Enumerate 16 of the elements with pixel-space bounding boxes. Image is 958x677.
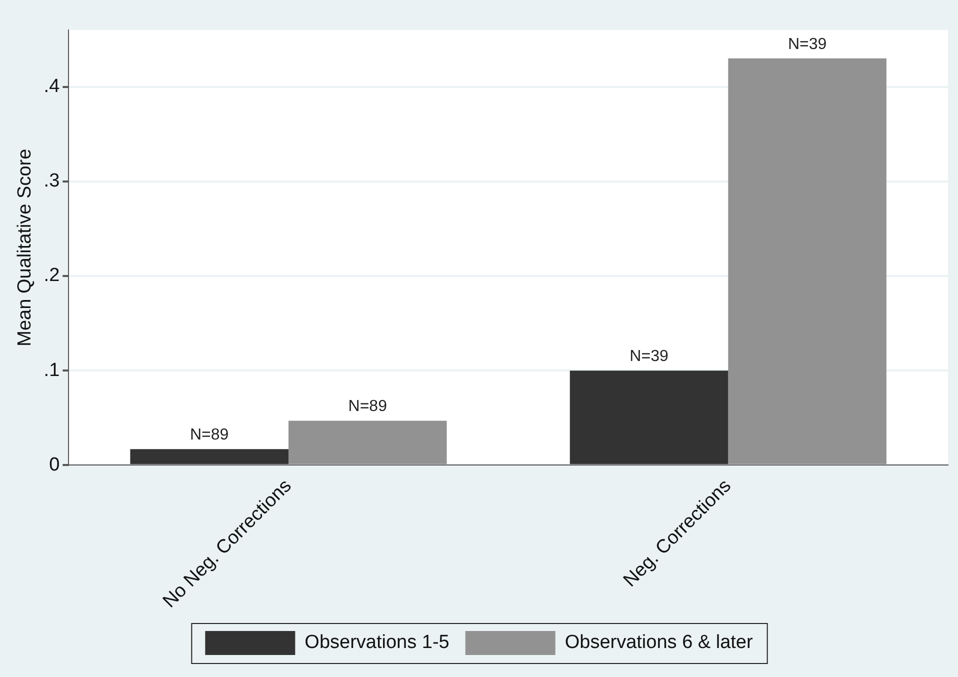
bar <box>728 58 886 464</box>
annotation: N=39 <box>630 348 668 365</box>
legend-label: Observations 1-5 <box>304 632 450 654</box>
y-tick-label: .1 <box>44 360 60 381</box>
y-tick-label: .4 <box>44 76 60 97</box>
bar <box>130 449 288 464</box>
y-tick-label: 0 <box>49 454 60 476</box>
bar <box>570 370 728 464</box>
annotation: N=39 <box>788 36 827 53</box>
legend-label: Observations 6 & later <box>564 632 754 654</box>
y-tick-label: .3 <box>44 170 60 192</box>
y-tick-label: .2 <box>44 265 60 286</box>
annotation: N=89 <box>348 398 388 416</box>
annotation: N=89 <box>190 426 229 444</box>
bar <box>288 420 447 464</box>
y-axis-title: Mean Qualitative Score <box>14 148 36 346</box>
